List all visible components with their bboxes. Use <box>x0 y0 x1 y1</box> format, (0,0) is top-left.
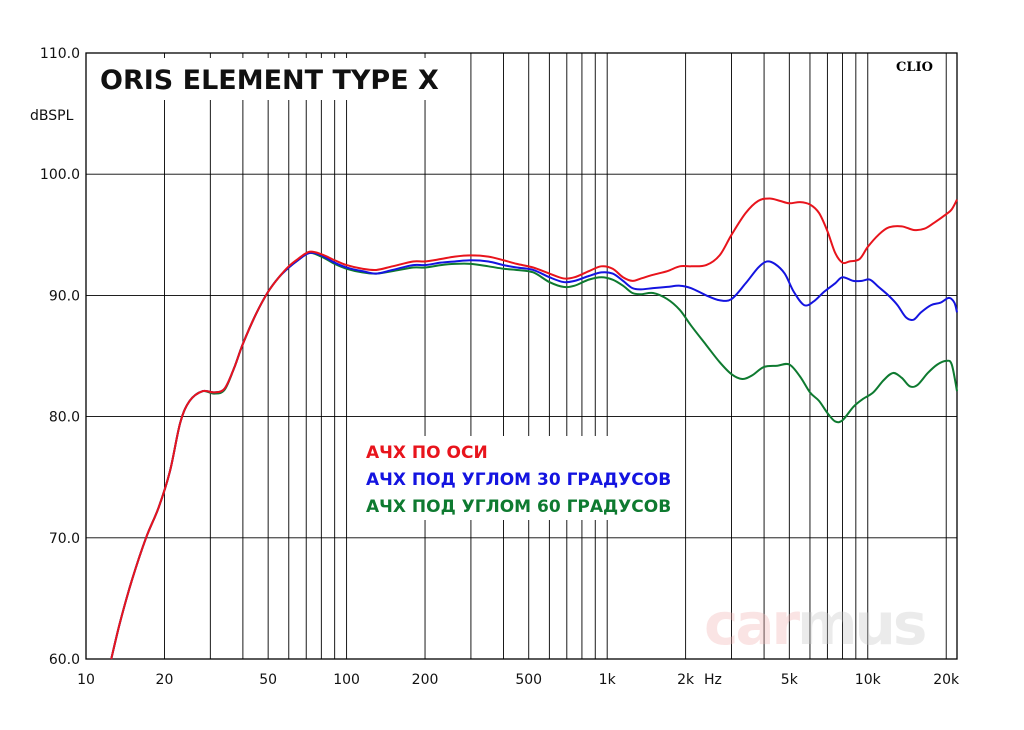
x-tick-label: 2k <box>677 672 695 688</box>
y-tick-label: 60.0 <box>49 652 80 668</box>
y-tick-label: 90.0 <box>49 288 80 304</box>
x-tick-label: 20k <box>933 672 960 688</box>
legend-entry-0: АЧХ ПО ОСИ <box>366 443 488 463</box>
svg-text:carmus: carmus <box>704 590 925 658</box>
watermark-car: car <box>704 590 801 658</box>
x-axis-unit-label: Hz <box>704 672 722 688</box>
series-line-0 <box>110 197 958 660</box>
x-tick-label: 1k <box>599 672 617 688</box>
x-tick-label: 100 <box>333 672 360 688</box>
plot-background <box>86 53 957 659</box>
carmus-watermark: carmus <box>704 590 928 658</box>
grid-lines <box>86 53 957 659</box>
brand-label: CLIO <box>896 60 933 75</box>
legend-entry-1: АЧХ ПОД УГЛОМ 30 ГРАДУСОВ <box>366 470 671 490</box>
legend-background <box>360 436 676 520</box>
x-tick-label: 10 <box>77 672 95 688</box>
title-background <box>92 58 428 100</box>
y-tick-label: 80.0 <box>49 410 80 426</box>
plot-frame <box>85 52 958 660</box>
y-tick-label: 100.0 <box>40 167 80 183</box>
legend: АЧХ ПО ОСИ АЧХ ПОД УГЛОМ 30 ГРАДУСОВ АЧХ… <box>360 436 676 520</box>
x-tick-label: 20 <box>156 672 174 688</box>
chart-title: ORIS ELEMENT TYPE X <box>100 65 439 96</box>
legend-entry-2: АЧХ ПОД УГЛОМ 60 ГРАДУСОВ <box>366 497 671 517</box>
y-tick-label: 110.0 <box>40 46 80 62</box>
y-axis-ticks: 60.0 70.0 80.0 90.0 100.0 110.0 <box>40 46 80 668</box>
y-tick-label: 70.0 <box>49 531 80 547</box>
x-tick-label: 200 <box>412 672 439 688</box>
series-layer <box>110 197 958 660</box>
watermark-mus: mus <box>797 590 925 658</box>
x-axis-ticks: 10 20 50 100 200 500 1k 2k 5k 10k 20k <box>77 672 960 688</box>
x-tick-label: 5k <box>781 672 799 688</box>
x-tick-label: 10k <box>855 672 882 688</box>
x-tick-label: 500 <box>515 672 542 688</box>
x-tick-label: 50 <box>259 672 277 688</box>
y-axis-label: dBSPL <box>30 108 74 124</box>
